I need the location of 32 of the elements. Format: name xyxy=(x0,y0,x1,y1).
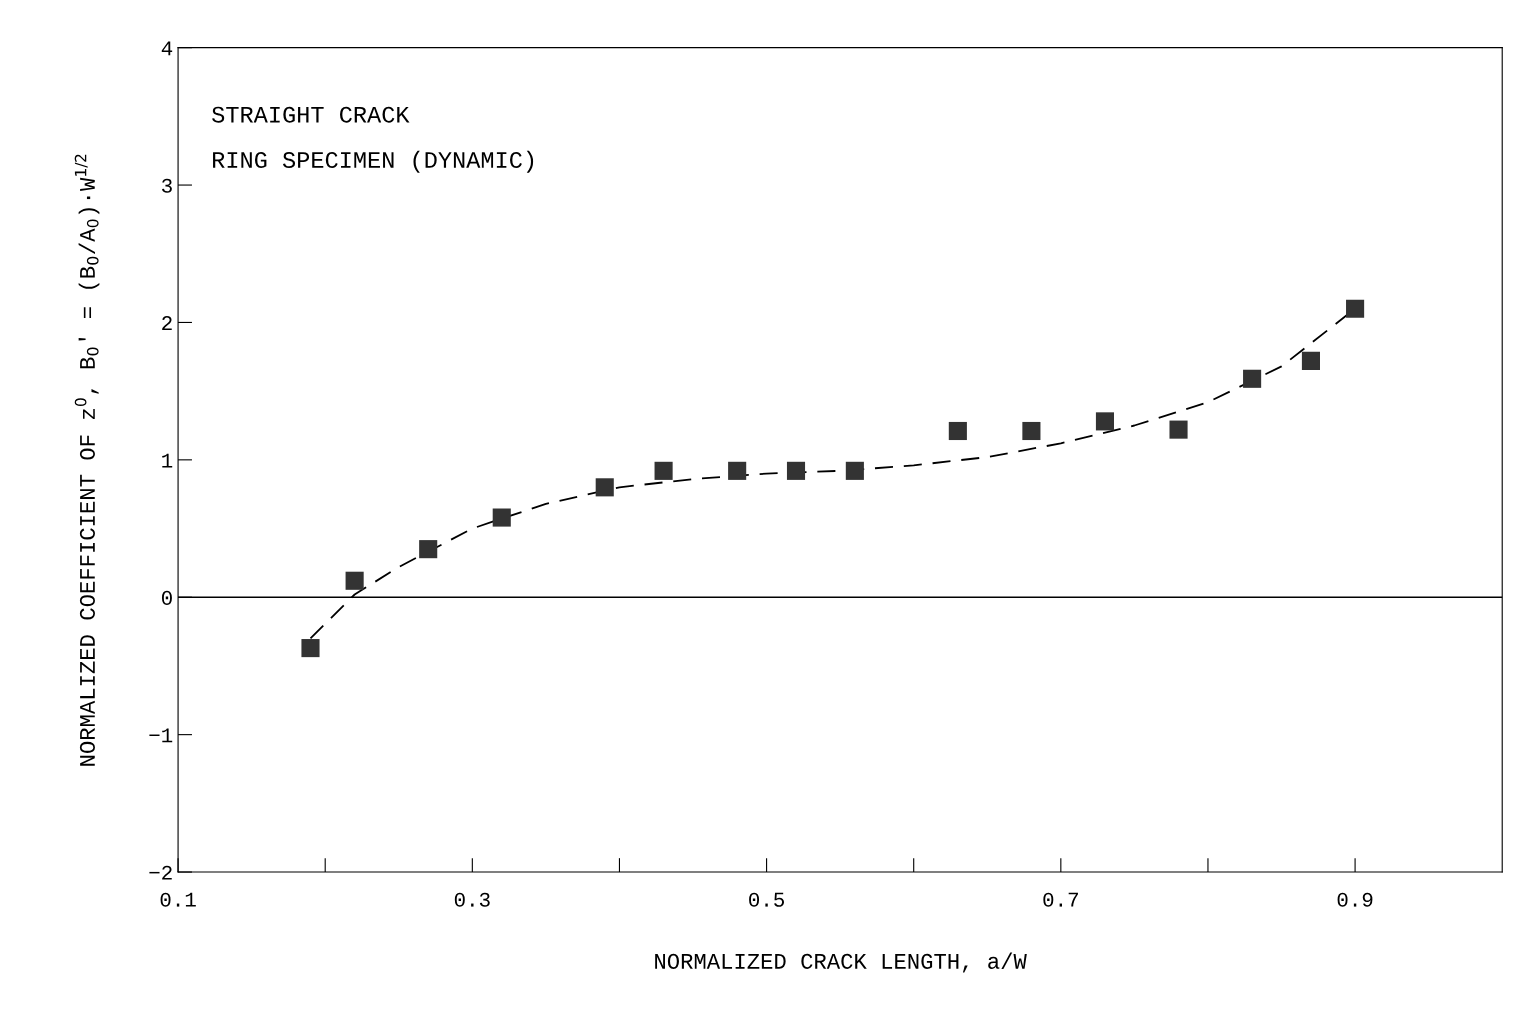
point xyxy=(845,461,864,480)
point xyxy=(301,639,320,658)
x-tick-label: 0.7 xyxy=(1043,892,1078,907)
annotation: STRAIGHT CRACK xyxy=(212,106,410,123)
point xyxy=(1169,420,1188,439)
point xyxy=(492,508,511,527)
point xyxy=(419,540,438,559)
point xyxy=(786,461,806,480)
point xyxy=(1243,369,1262,388)
point xyxy=(1022,421,1041,441)
point xyxy=(654,461,673,480)
x-tick-label: 0.9 xyxy=(1337,892,1373,907)
point xyxy=(1095,412,1115,431)
y-tick-label: −1 xyxy=(149,728,173,743)
y-tick-label: 3 xyxy=(162,178,172,193)
point xyxy=(948,421,967,441)
annotation: RING SPECIMEN (DYNAMIC) xyxy=(213,150,534,173)
y-tick-label: −2 xyxy=(149,865,172,880)
point xyxy=(728,461,747,480)
x-tick-label: 0.1 xyxy=(160,892,196,907)
x-tick-label: 0.5 xyxy=(749,892,785,907)
point xyxy=(1301,351,1320,370)
y-tick-label: 0 xyxy=(161,590,172,605)
y-tick-label: 4 xyxy=(161,41,173,56)
point xyxy=(1346,299,1365,318)
x-tick-label: 0.3 xyxy=(454,892,490,907)
text: NORMALIZED COEFFICIENT OF z$^{0}$, B$_{0}$' = (B$_{0}$/A$_{0}$)·W$^{1/2}$ xyxy=(74,154,100,766)
y-tick-label: 1 xyxy=(162,453,173,468)
point xyxy=(345,571,364,590)
point xyxy=(595,478,614,497)
x-axis-title: NORMALIZED CRACK LENGTH, a/W xyxy=(655,952,1027,973)
y-tick-label: 2 xyxy=(162,316,172,330)
